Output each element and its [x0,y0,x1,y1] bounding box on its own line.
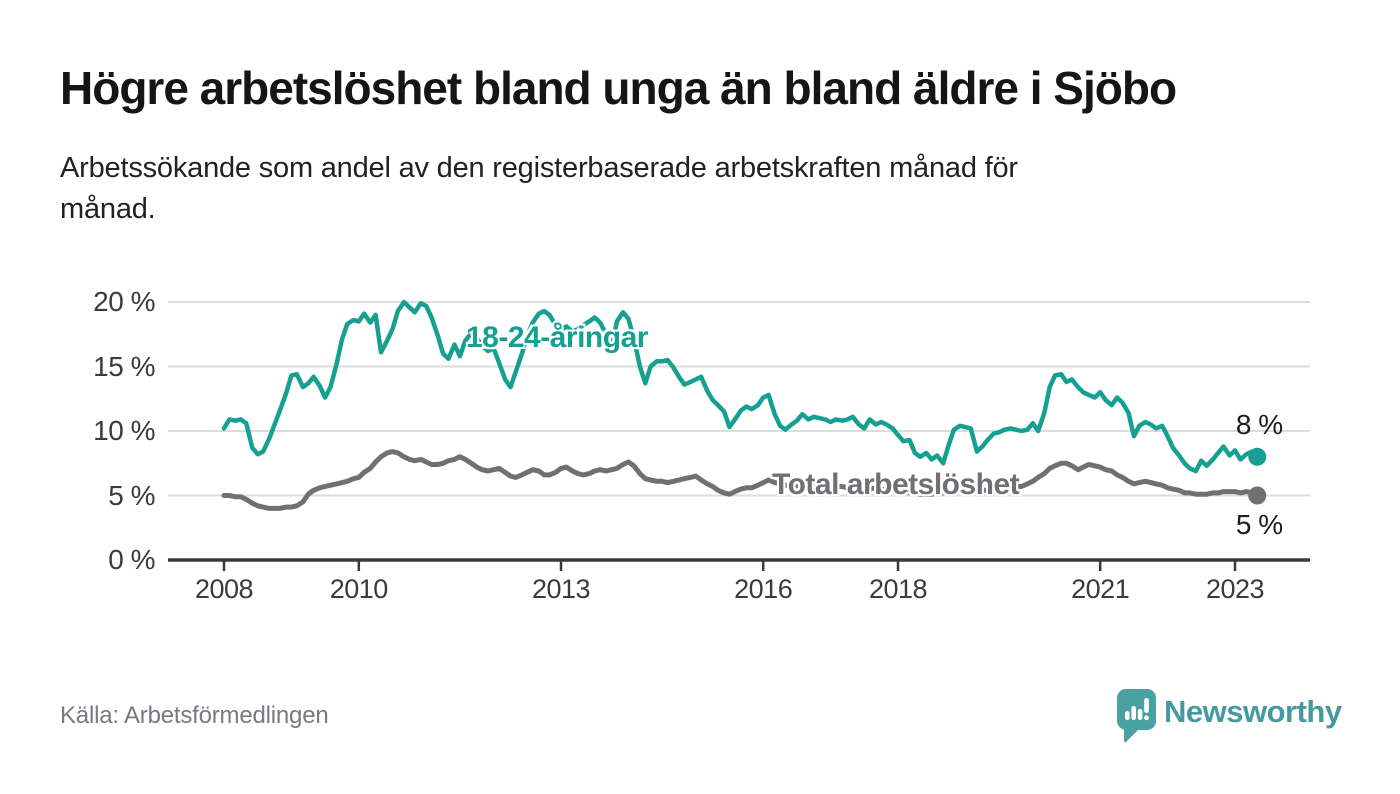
x-tick-label: 2023 [1205,574,1265,604]
y-tick-label: 0 % [108,544,155,575]
x-tick-label: 2018 [868,574,928,604]
page-subtitle: Arbetssökande som andel av den registerb… [60,152,1018,225]
series-label-total: Total arbetslöshet [772,468,1020,501]
y-tick-label: 5 % [108,479,155,511]
x-tick-label: 2010 [329,574,389,604]
y-tick-label: 10 % [93,415,155,446]
x-tick-label: 2021 [1071,574,1130,604]
newsworthy-wordmark: Newsworthy [1164,694,1342,729]
series-line-total [221,449,1260,511]
x-tick-label: 2008 [194,574,254,604]
series-end-dot-total [1248,486,1267,505]
end-value-label-total: 5 % [1235,508,1283,540]
x-tick-label: 2013 [531,574,591,604]
y-tick-label: 20 % [93,286,155,317]
end-value-label-youth: 8 % [1235,408,1283,440]
page-title: Högre arbetslöshet bland unga än bland ä… [60,62,1177,114]
series-label-youth: 18-24-åringar [466,321,648,354]
newsworthy-logo-icon [1117,689,1156,743]
series-line-youth [221,299,1260,474]
series-end-dot-youth [1248,447,1267,466]
x-tick-label: 2016 [734,574,793,604]
y-tick-label: 15 % [93,350,155,382]
source-note: Källa: Arbetsförmedlingen [60,702,329,729]
